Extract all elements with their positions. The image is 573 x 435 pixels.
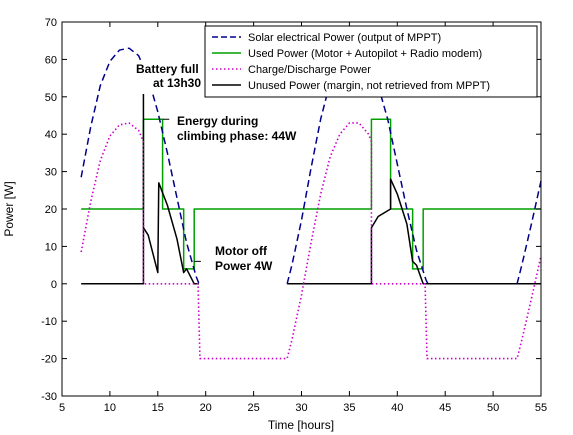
- y-tick-label: 0: [51, 279, 57, 291]
- annotation-battery-line2: at 13h30: [153, 76, 201, 90]
- series-line-0: [516, 180, 542, 284]
- annotation-leaders: [162, 118, 201, 262]
- annotation-battery-full: Battery full at 13h30: [134, 61, 210, 94]
- legend-label: Unused Power (margin, not retrieved from…: [248, 80, 490, 92]
- y-tick-label: 60: [45, 54, 57, 66]
- legend-box: [204, 25, 538, 98]
- x-axis-label: Time [hours]: [268, 418, 334, 432]
- annotation-motor-line1: Motor off: [215, 244, 268, 258]
- annotation-battery-line1: Battery full: [136, 62, 199, 76]
- legend-label: Used Power (Motor + Autopilot + Radio mo…: [248, 48, 482, 60]
- y-tick-label: -10: [41, 316, 57, 328]
- y-tick-label: 70: [45, 17, 57, 29]
- legend-label: Charge/Discharge Power: [248, 64, 371, 76]
- y-tick-label: 10: [45, 241, 57, 253]
- annotation-motor-line2: Power 4W: [215, 259, 273, 273]
- y-tick-label: -20: [41, 354, 57, 366]
- legend: Solar electrical Power (output of MPPT) U…: [204, 25, 538, 98]
- y-tick-label: 40: [45, 129, 57, 141]
- y-axis-label: Power [W]: [2, 181, 16, 236]
- y-tick-label: 50: [45, 92, 57, 104]
- y-tick-label: 20: [45, 204, 57, 216]
- x-tick-label: 40: [391, 402, 403, 414]
- annotation-climbing-line2: climbing phase: 44W: [177, 129, 297, 143]
- x-tick-label: 45: [439, 402, 451, 414]
- y-axis-ticks: -30 -20 -10 0 10 20 30 40 50 60 70: [41, 17, 541, 403]
- annotation-motor-off: Motor off Power 4W: [213, 242, 279, 273]
- x-tick-label: 5: [59, 402, 65, 414]
- x-tick-label: 50: [487, 402, 499, 414]
- x-tick-label: 10: [104, 402, 116, 414]
- annotation-climbing: Energy during climbing phase: 44W: [174, 113, 297, 145]
- annotation-climbing-line1: Energy during: [177, 114, 258, 128]
- x-tick-label: 35: [343, 402, 355, 414]
- x-tick-label: 20: [200, 402, 212, 414]
- x-tick-label: 25: [247, 402, 259, 414]
- y-tick-label: 30: [45, 167, 57, 179]
- series-line-2: [80, 122, 542, 360]
- legend-label: Solar electrical Power (output of MPPT): [248, 32, 441, 44]
- x-tick-label: 30: [295, 402, 307, 414]
- x-tick-label: 15: [152, 402, 164, 414]
- y-tick-label: -30: [41, 391, 57, 403]
- x-tick-label: 55: [535, 402, 547, 414]
